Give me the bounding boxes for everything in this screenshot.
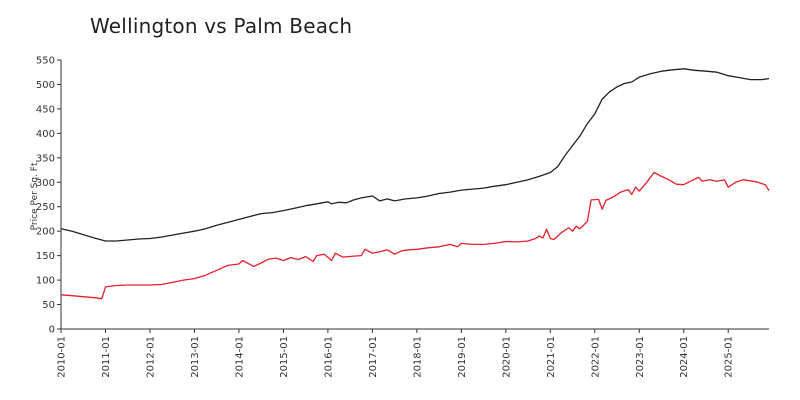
series-line-2 [60,171,770,300]
chart-title: Wellington vs Palm Beach [90,14,353,38]
y-tick-label: 550 [36,56,55,67]
x-tick-label: 2015-01 [279,336,290,378]
y-tick-label: 100 [36,276,55,287]
x-tick-label: 2018-01 [412,336,423,378]
y-tick-label: 200 [36,227,55,238]
x-tick-label: 2014-01 [234,336,245,378]
x-tick-label: 2024-01 [679,336,690,378]
x-tick-label: 2022-01 [590,336,601,378]
x-tick-label: 2025-01 [724,336,735,378]
y-tick-label: 50 [42,300,55,311]
x-tick-label: 2019-01 [457,336,468,378]
x-tick-label: 2010-01 [57,336,68,378]
y-tick-label: 0 [49,325,55,336]
x-ticks: 2010-01 2011-01 2012-01 2013-01 2014-01 2015-… [57,329,735,378]
series-line-1 [60,68,770,242]
x-tick-label: 2011-01 [101,336,112,378]
x-tick-label: 2023-01 [635,336,646,378]
x-tick-label: 2012-01 [145,336,156,378]
x-tick-label: 2020-01 [501,336,512,378]
y-tick-label: 450 [36,104,55,115]
y-tick-label: 250 [36,202,55,213]
x-tick-label: 2016-01 [323,336,334,378]
series-layer [60,68,770,300]
y-tick-label: 150 [36,251,55,262]
y-tick-label: 300 [36,178,55,189]
x-tick-label: 2017-01 [368,336,379,378]
x-tick-label: 2021-01 [546,336,557,378]
y-tick-label: 500 [36,80,55,91]
chart-axes: 0 50 100 150 200 250 300 350 400 450 500 550 2010-0… [30,56,769,378]
y-tick-label: 400 [36,129,55,140]
x-tick-label: 2013-01 [190,336,201,378]
y-axis-title: Price Per Sq. Ft. [30,160,40,231]
y-ticks: 0 50 100 150 200 250 300 350 400 450 500 550 [36,56,61,336]
y-tick-label: 350 [36,153,55,164]
